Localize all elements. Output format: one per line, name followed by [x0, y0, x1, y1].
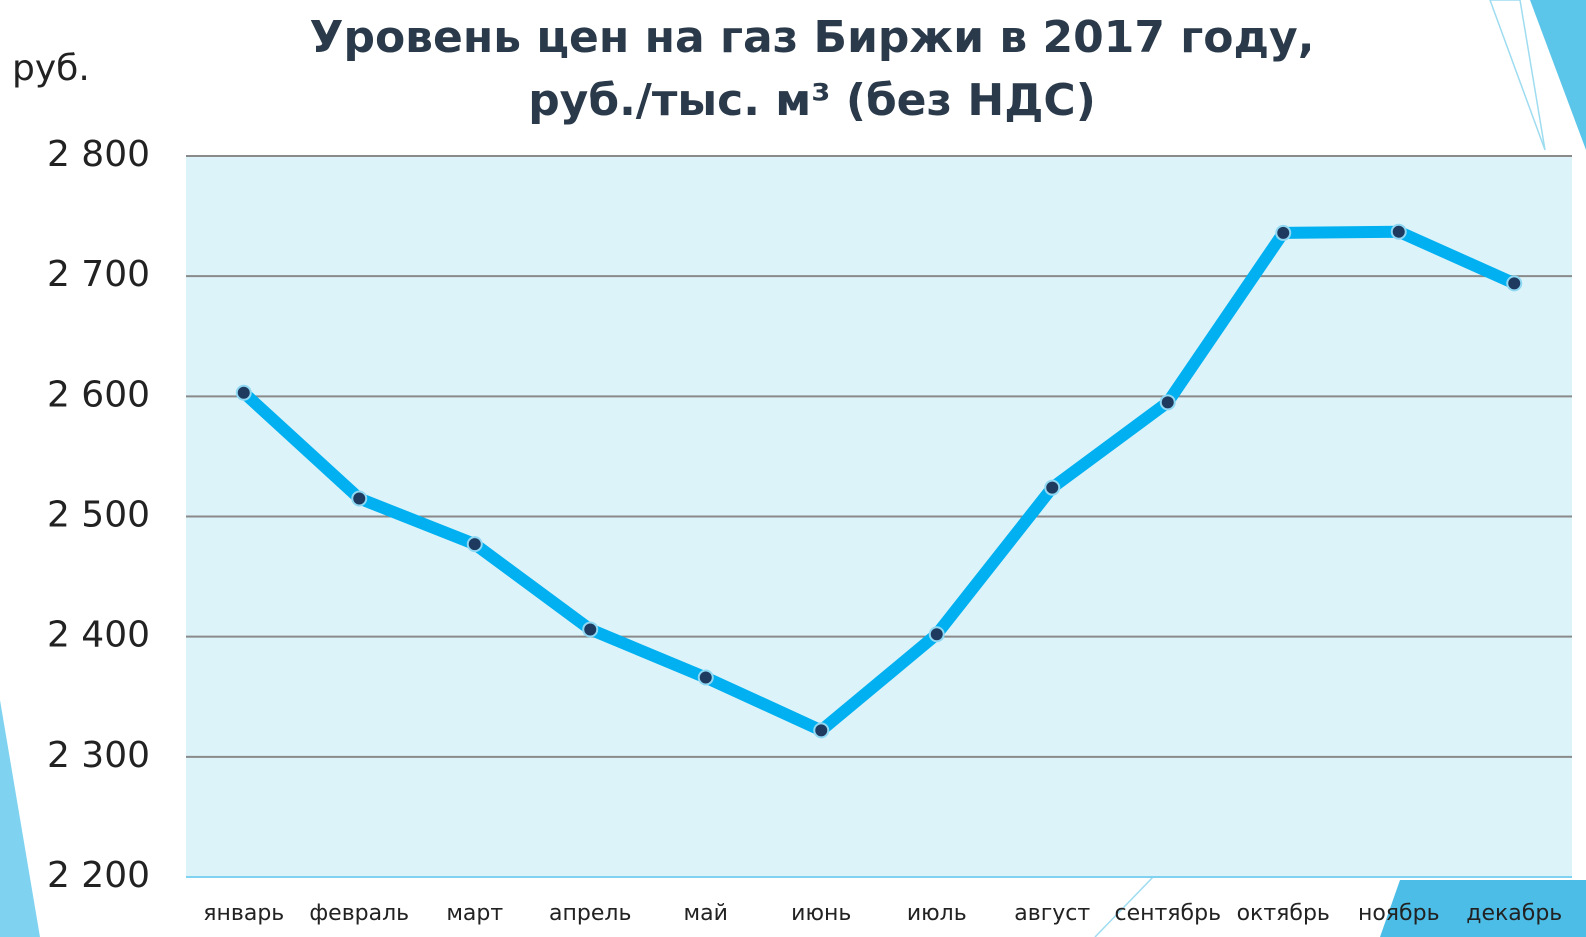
y-tick-label: 2 500	[47, 495, 150, 536]
y-tick-label: 2 300	[47, 735, 150, 776]
x-tick-label: август	[1014, 901, 1090, 926]
y-axis-label: руб.	[12, 48, 90, 89]
y-tick-label: 2 400	[47, 615, 150, 656]
x-tick-label: январь	[203, 901, 284, 926]
x-tick-label: ноябрь	[1358, 901, 1440, 926]
decor	[1489, 0, 1546, 151]
marker	[1506, 275, 1523, 292]
chart-title: руб./тыс. м³ (без НДС)	[528, 75, 1096, 126]
y-tick-label: 2 200	[47, 855, 150, 896]
x-tick-label: февраль	[309, 901, 409, 926]
x-tick-label: июнь	[791, 901, 851, 926]
decor	[1530, 0, 1586, 150]
marker	[1044, 479, 1061, 496]
x-tick-label: октябрь	[1237, 901, 1330, 926]
x-tick-label: апрель	[549, 901, 631, 926]
marker	[697, 669, 714, 686]
x-tick-label: май	[684, 901, 728, 926]
marker	[351, 490, 368, 507]
marker	[466, 536, 483, 553]
marker	[582, 621, 599, 638]
decor	[0, 700, 40, 937]
x-tick-label: сентябрь	[1114, 901, 1221, 926]
y-tick-label: 2 700	[47, 254, 150, 295]
chart-title: Уровень цен на газ Биржи в 2017 году,	[310, 12, 1315, 63]
marker	[1275, 224, 1292, 241]
marker	[1390, 223, 1407, 240]
marker	[1159, 394, 1176, 411]
decor	[1094, 874, 1156, 937]
decor	[1380, 880, 1586, 937]
marker	[813, 722, 830, 739]
x-tick-label: июль	[907, 901, 967, 926]
x-tick-label: декабрь	[1466, 901, 1562, 926]
y-tick-label: 2 800	[47, 134, 150, 175]
y-tick-label: 2 600	[47, 374, 150, 415]
marker	[928, 626, 945, 643]
line	[239, 225, 1517, 737]
marker	[235, 384, 252, 401]
x-tick-label: март	[446, 901, 503, 926]
